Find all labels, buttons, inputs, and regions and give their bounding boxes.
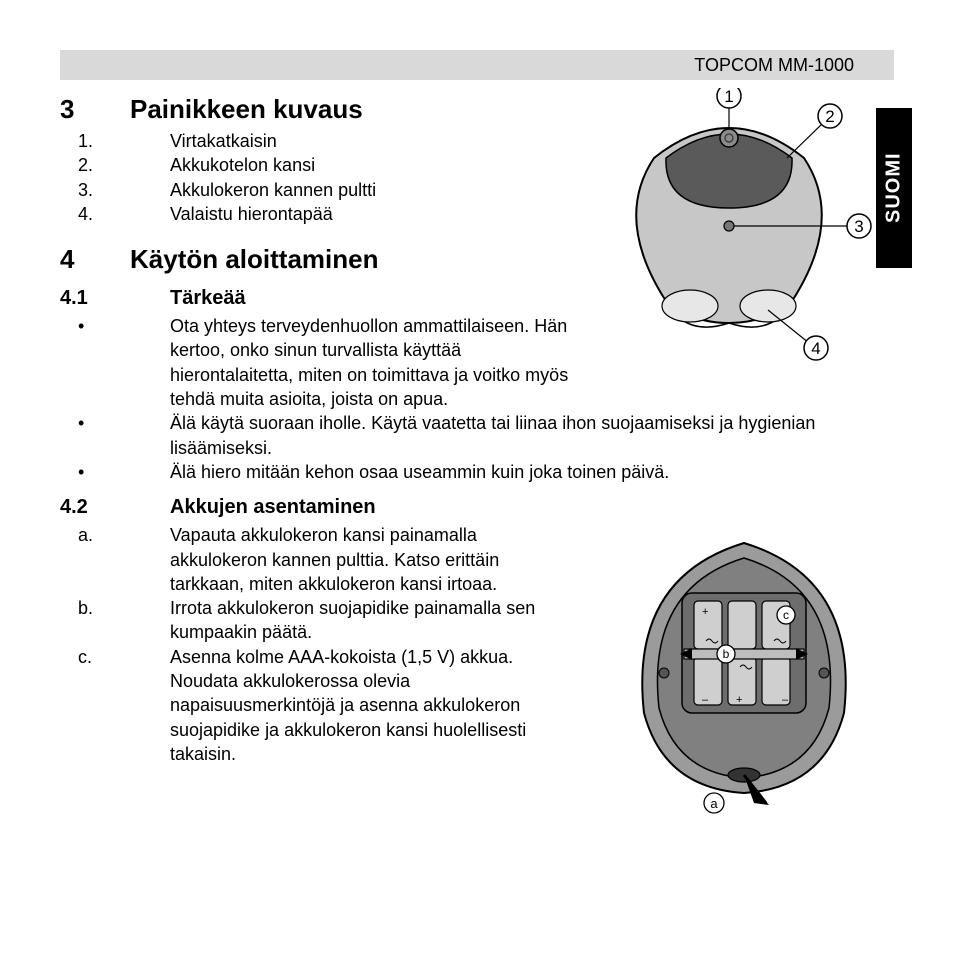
- list-item: a.Vapauta akkulokeron kansi painamalla a…: [60, 523, 574, 596]
- step-text: Asenna kolme AAA-kokoista (1,5 V) akkua.…: [170, 645, 574, 766]
- bullet-marker: •: [60, 314, 170, 411]
- item-num: 2.: [60, 153, 170, 177]
- list-item: 3.Akkulokeron kannen pultti: [60, 178, 574, 202]
- sub-title: Akkujen asentaminen: [170, 496, 376, 518]
- battery-compartment-diagram: + + – – + b c: [594, 523, 894, 823]
- callout-4: 4: [811, 339, 820, 358]
- list-item: 1.Virtakatkaisin: [60, 129, 574, 153]
- svg-text:–: –: [702, 694, 709, 706]
- list-item: 2.Akkukotelon kansi: [60, 153, 574, 177]
- item-text: Akkulokeron kannen pultti: [170, 178, 574, 202]
- sub-title: Tärkeää: [170, 287, 246, 309]
- item-num: 3.: [60, 178, 170, 202]
- svg-text:–: –: [782, 694, 789, 706]
- device-top-diagram: 1 2 3 4: [594, 88, 894, 368]
- section-4-1-heading: 4.1Tärkeää: [60, 287, 574, 310]
- bullet-marker: •: [60, 411, 170, 460]
- header-bar: TOPCOM MM-1000: [60, 50, 894, 80]
- svg-text:+: +: [702, 606, 708, 618]
- svg-text:+: +: [736, 694, 742, 706]
- section-4-2-list: a.Vapauta akkulokeron kansi painamalla a…: [60, 523, 574, 766]
- list-item: b.Irrota akkulokeron suojapidike painama…: [60, 596, 574, 645]
- model-label: TOPCOM MM-1000: [694, 55, 854, 75]
- callout-2: 2: [825, 107, 834, 126]
- step-letter: b.: [60, 596, 170, 645]
- figure-1: 1 2 3 4: [594, 88, 894, 411]
- list-item: c.Asenna kolme AAA-kokoista (1,5 V) akku…: [60, 645, 574, 766]
- item-text: Valaistu hierontapää: [170, 202, 574, 226]
- label-c: c: [783, 608, 789, 622]
- section-3-list: 1.Virtakatkaisin 2.Akkukotelon kansi 3.A…: [60, 129, 574, 226]
- list-item: •Ota yhteys terveydenhuollon ammattilais…: [60, 314, 574, 411]
- section-3-title: Painikkeen kuvaus: [130, 94, 363, 124]
- step-text: Vapauta akkulokeron kansi painamalla akk…: [170, 523, 574, 596]
- section-4-2-heading: 4.2Akkujen asentaminen: [60, 496, 894, 519]
- figure-2: + + – – + b c: [594, 523, 894, 823]
- sub-num: 4.2: [60, 496, 170, 519]
- step-letter: a.: [60, 523, 170, 596]
- section-4-title: Käytön aloittaminen: [130, 244, 378, 274]
- bullet-text: Älä käytä suoraan iholle. Käytä vaatetta…: [170, 411, 894, 460]
- sub-num: 4.1: [60, 287, 170, 310]
- label-b: b: [723, 647, 730, 661]
- list-item: •Älä käytä suoraan iholle. Käytä vaatett…: [60, 411, 894, 460]
- section-4-1-list: •Ota yhteys terveydenhuollon ammattilais…: [60, 314, 574, 411]
- label-a: a: [710, 796, 718, 811]
- item-text: Virtakatkaisin: [170, 129, 574, 153]
- list-item: •Älä hiero mitään kehon osaa useammin ku…: [60, 460, 894, 484]
- list-item: 4.Valaistu hierontapää: [60, 202, 574, 226]
- bullet-marker: •: [60, 460, 170, 484]
- section-3-heading: 3Painikkeen kuvaus: [60, 94, 574, 125]
- section-3-num: 3: [60, 94, 130, 125]
- item-num: 4.: [60, 202, 170, 226]
- bullet-text: Älä hiero mitään kehon osaa useammin kui…: [170, 460, 894, 484]
- section-4-heading: 4Käytön aloittaminen: [60, 244, 574, 275]
- bullet-text: Ota yhteys terveydenhuollon ammattilaise…: [170, 314, 574, 411]
- callout-1: 1: [724, 88, 733, 106]
- item-num: 1.: [60, 129, 170, 153]
- section-4-1-list-cont: •Älä käytä suoraan iholle. Käytä vaatett…: [60, 411, 894, 484]
- callout-3: 3: [854, 217, 863, 236]
- section-4-num: 4: [60, 244, 130, 275]
- step-text: Irrota akkulokeron suojapidike painamall…: [170, 596, 574, 645]
- item-text: Akkukotelon kansi: [170, 153, 574, 177]
- step-letter: c.: [60, 645, 170, 766]
